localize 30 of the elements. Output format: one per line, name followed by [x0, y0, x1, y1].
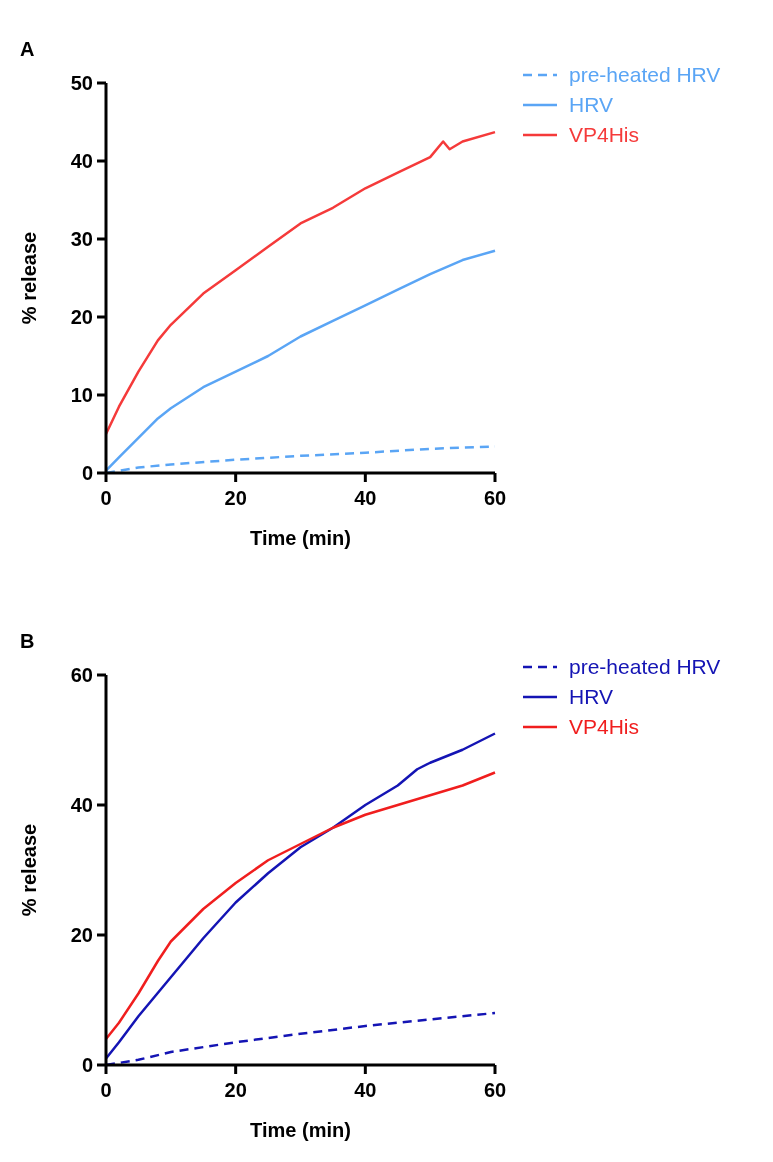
y-tick-label: 40	[70, 794, 93, 816]
x-tick-label: 40	[354, 1079, 377, 1101]
x-axis-title: Time (min)	[250, 527, 351, 549]
x-tick-label: 40	[354, 487, 377, 509]
legend-label: VP4His	[569, 123, 640, 147]
chart-title: A	[20, 38, 35, 60]
y-tick-label: 20	[70, 924, 93, 946]
y-tick-label: 50	[70, 72, 93, 94]
legend-label: HRV	[569, 685, 613, 709]
y-tick-label: 0	[81, 462, 93, 484]
y-axis-title: % release	[18, 231, 40, 325]
y-tick-label: 30	[70, 228, 93, 250]
legend-label: VP4His	[569, 715, 640, 739]
y-tick-label: 10	[70, 384, 93, 406]
y-tick-label: 20	[70, 306, 93, 328]
chart-title: B	[20, 630, 35, 652]
legend-label: pre-heated HRV	[569, 655, 721, 679]
x-axis-title: Time (min)	[250, 1119, 351, 1141]
y-axis-title: % release	[18, 823, 40, 917]
y-tick-label: 0	[81, 1054, 93, 1076]
x-tick-label: 60	[483, 487, 507, 509]
y-tick-label: 40	[70, 150, 93, 172]
legend-label: pre-heated HRV	[569, 63, 721, 87]
y-tick-label: 60	[70, 664, 93, 686]
x-tick-label: 60	[483, 1079, 507, 1101]
x-tick-label: 0	[100, 487, 112, 509]
x-tick-label: 0	[100, 1079, 112, 1101]
x-tick-label: 20	[224, 487, 247, 509]
x-tick-label: 20	[224, 1079, 247, 1101]
legend-label: HRV	[569, 93, 613, 117]
